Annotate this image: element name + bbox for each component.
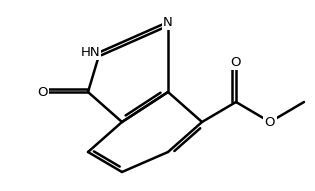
- Text: N: N: [163, 15, 173, 28]
- Text: O: O: [231, 56, 241, 69]
- Text: O: O: [37, 86, 47, 99]
- Text: HN: HN: [80, 45, 100, 58]
- Text: O: O: [265, 116, 275, 129]
